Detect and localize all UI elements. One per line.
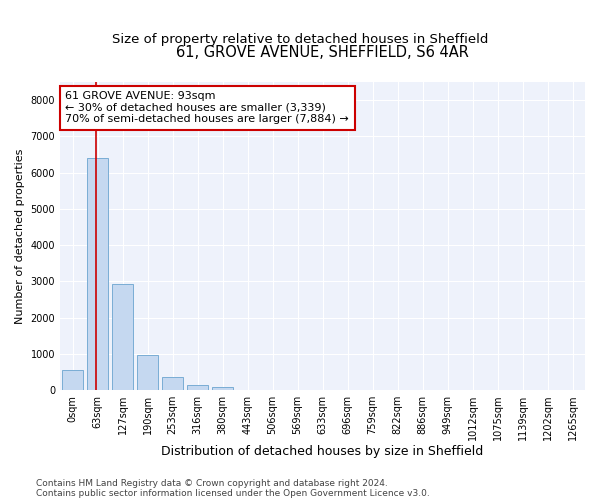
X-axis label: Distribution of detached houses by size in Sheffield: Distribution of detached houses by size … [161,444,484,458]
Text: Contains public sector information licensed under the Open Government Licence v3: Contains public sector information licen… [36,488,430,498]
Bar [162,376,183,390]
Bar [187,384,208,390]
Text: Size of property relative to detached houses in Sheffield: Size of property relative to detached ho… [112,32,488,46]
Text: 61 GROVE AVENUE: 93sqm
← 30% of detached houses are smaller (3,339)
70% of semi-: 61 GROVE AVENUE: 93sqm ← 30% of detached… [65,91,349,124]
Title: 61, GROVE AVENUE, SHEFFIELD, S6 4AR: 61, GROVE AVENUE, SHEFFIELD, S6 4AR [176,45,469,60]
Y-axis label: Number of detached properties: Number of detached properties [15,148,25,324]
Bar [212,388,233,390]
Bar [87,158,108,390]
Bar [112,284,133,390]
Text: Contains HM Land Registry data © Crown copyright and database right 2024.: Contains HM Land Registry data © Crown c… [36,478,388,488]
Bar [137,355,158,390]
Bar [62,370,83,390]
